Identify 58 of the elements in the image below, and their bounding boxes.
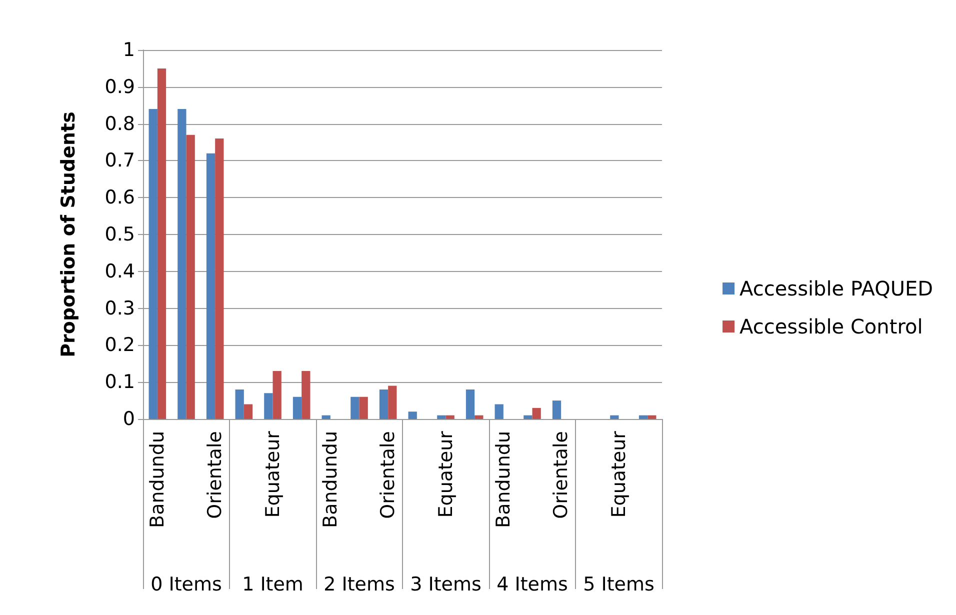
text: 5 Items xyxy=(583,574,654,596)
bar xyxy=(292,396,302,419)
bar xyxy=(350,396,360,419)
y-axis-title: Proportion of Students xyxy=(58,112,80,358)
y-tick-label: 0.3 xyxy=(104,297,135,320)
bar xyxy=(215,138,224,419)
bar xyxy=(148,109,158,419)
text: 3 Items xyxy=(410,574,482,596)
x-tick-label: Equateur xyxy=(608,430,630,518)
x-tick-label: Equateur xyxy=(262,430,284,518)
bar xyxy=(157,68,166,419)
x-tick-label: Orientale xyxy=(204,431,226,519)
bar xyxy=(379,389,388,419)
text: 4 Items xyxy=(496,574,568,596)
x-tick-label: Orientale xyxy=(550,431,572,519)
y-tick-label: 0.6 xyxy=(104,186,135,209)
bar xyxy=(264,393,273,419)
text: 0 Items xyxy=(150,574,222,596)
text: 1 Item xyxy=(242,574,304,596)
y-tick-label: 1 xyxy=(122,39,135,61)
bar xyxy=(359,396,368,419)
y-tick-label: 0.9 xyxy=(104,76,135,98)
x-tick-label: Equateur xyxy=(434,430,457,518)
bar xyxy=(474,415,484,419)
legend-label: Accessible Control xyxy=(740,314,923,338)
y-tick-label: 0 xyxy=(122,408,135,430)
bar xyxy=(610,415,619,419)
bar xyxy=(446,415,454,419)
bar xyxy=(408,412,417,419)
bar xyxy=(322,415,330,419)
bar xyxy=(235,389,244,419)
bar xyxy=(552,400,562,419)
text: 2 Items xyxy=(324,574,395,596)
legend-label: Accessible PAQUED xyxy=(740,276,933,300)
bar xyxy=(178,109,186,419)
bar xyxy=(272,371,282,419)
bar xyxy=(302,371,310,419)
x-tick-label: Bandundu xyxy=(146,431,168,528)
bar xyxy=(638,415,648,419)
x-tick-label: Orientale xyxy=(377,431,400,519)
bar xyxy=(532,408,541,419)
bar xyxy=(206,153,216,419)
y-tick-label: 0.2 xyxy=(104,334,135,356)
x-tick-label: Bandundu xyxy=(492,431,514,528)
y-tick-label: 0.7 xyxy=(104,150,135,172)
bar xyxy=(466,389,475,419)
y-tick-label: 0.8 xyxy=(104,112,135,135)
bar xyxy=(388,386,397,419)
bar xyxy=(186,134,195,419)
y-tick-label: 0.4 xyxy=(104,260,135,282)
y-tick-label: 0.5 xyxy=(104,224,135,246)
bar xyxy=(648,415,656,419)
y-tick-label: 0.1 xyxy=(104,371,135,394)
bar xyxy=(244,404,253,419)
bar xyxy=(524,415,532,419)
bar xyxy=(437,415,446,419)
bar xyxy=(494,404,504,419)
x-tick-label: Bandundu xyxy=(319,431,342,528)
